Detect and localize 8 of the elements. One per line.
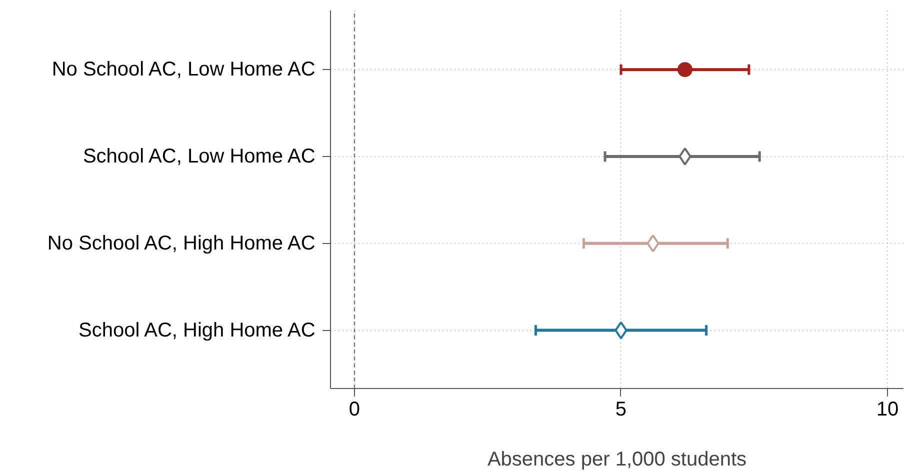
y-tick-label: School AC, Low Home AC	[82, 145, 316, 168]
x-tick-label: 10	[876, 398, 899, 420]
y-tick-label: No School AC, Low Home AC	[52, 58, 316, 81]
y-tick-label: School AC, High Home AC	[78, 319, 316, 342]
x-tick-label: 5	[615, 398, 627, 420]
x-tick-label: 0	[348, 398, 360, 420]
y-tick-label: No School AC, High Home AC	[47, 232, 316, 254]
x-axis-title: Absences per 1,000 students	[487, 448, 747, 470]
